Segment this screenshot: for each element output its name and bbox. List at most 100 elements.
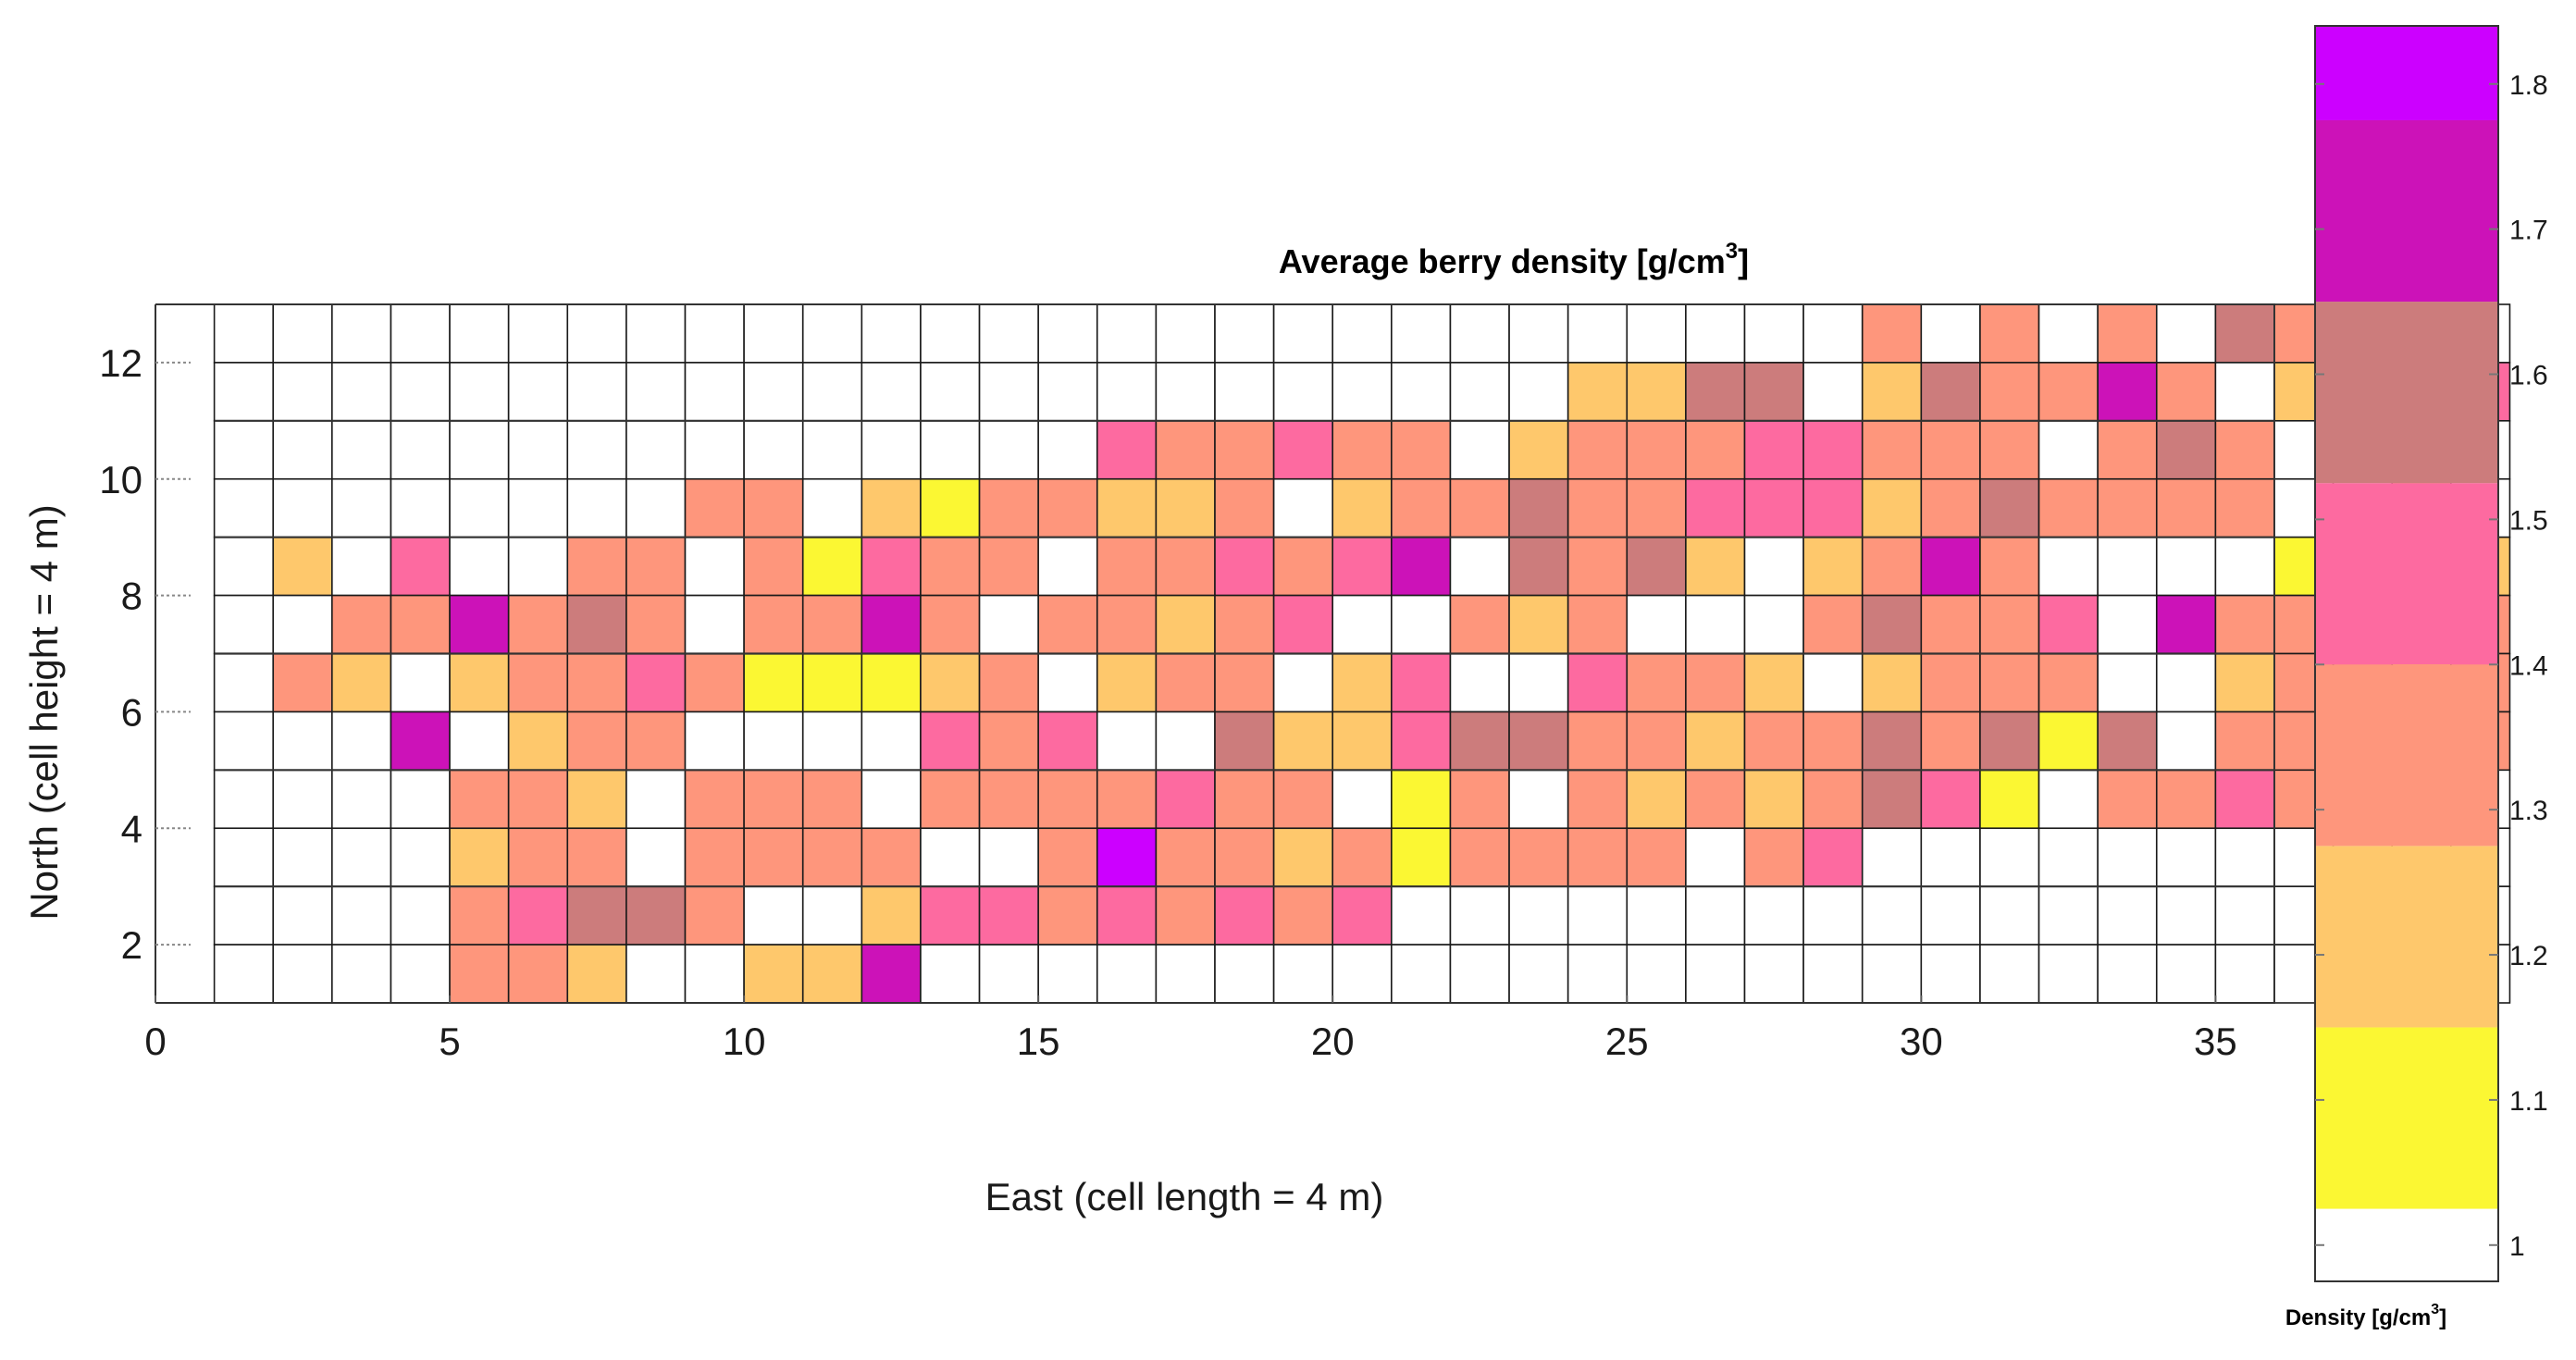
heatmap-cell [978,477,1039,538]
heatmap-cell [1508,536,1569,597]
heatmap-cell [2155,477,2217,538]
heatmap-cell [1449,477,1510,538]
heatmap-cell [2155,652,2217,713]
heatmap-cell [2097,769,2158,830]
heatmap-cell [1920,477,1981,538]
heatmap-cell [1685,652,1746,713]
heatmap-cell [684,303,745,364]
heatmap-cell [1272,362,1334,422]
heatmap-cell [1096,536,1158,597]
heatmap-cell [1861,536,1923,597]
heatmap-cell [390,944,451,1004]
heatmap-cell [1037,536,1098,597]
heatmap-cell [861,652,922,713]
heatmap-cell [1626,536,1687,597]
heatmap-cell [272,477,333,538]
heatmap-cell [566,362,627,422]
x-tick-label: 0 [144,1020,166,1063]
heatmap-cell [1979,769,2040,830]
heatmap-cell [1096,885,1158,946]
heatmap-cell [920,362,981,422]
heatmap-cell [625,711,687,772]
heatmap-cell [1096,303,1158,364]
heatmap-cell [2037,885,2099,946]
heatmap-cell [1508,594,1569,655]
heatmap-cell [390,711,451,772]
heatmap-cell [1743,652,1804,713]
heatmap-cell [1508,420,1569,480]
chart-title: Average berry density [g/cm3] [1279,239,1749,280]
heatmap-cell [861,362,922,422]
heatmap-cell [1155,944,1216,1004]
heatmap-cell [978,594,1039,655]
heatmap-cell [1037,420,1098,480]
heatmap-cell [449,362,510,422]
heatmap-cell [1037,885,1098,946]
heatmap-cell [272,769,333,830]
y-tick-label: 2 [121,923,142,967]
heatmap-cell [1096,477,1158,538]
colorbar-band [2315,119,2498,303]
x-tick-label: 20 [1311,1020,1355,1063]
colorbar-tick-label: 1.8 [2509,70,2548,101]
heatmap-cell [2037,827,2099,887]
heatmap-cell [2037,594,2099,655]
heatmap-cell [390,362,451,422]
heatmap-cell [1214,594,1275,655]
heatmap-cell [1155,769,1216,830]
heatmap-cell [1626,769,1687,830]
heatmap-cell [801,769,863,830]
heatmap-cell [2037,303,2099,364]
heatmap-cell [801,594,863,655]
colorbar-band [2315,302,2498,484]
heatmap-cell [2155,885,2217,946]
heatmap-cell [507,303,569,364]
colorbar-tick-label: 1.1 [2509,1086,2548,1117]
heatmap-cell [625,420,687,480]
heatmap-cell [920,827,981,887]
heatmap-cell [2214,594,2275,655]
heatmap-cell [1037,594,1098,655]
heatmap-cell [331,303,392,364]
heatmap-cell [566,711,627,772]
heatmap-cell [1155,420,1216,480]
heatmap-cell [1979,827,2040,887]
heatmap-cell [1214,477,1275,538]
heatmap-cell [920,652,981,713]
heatmap-cell [2214,536,2275,597]
heatmap-cell [625,303,687,364]
heatmap-cell [978,362,1039,422]
heatmap-cell [1626,711,1687,772]
heatmap-cell [1096,827,1158,887]
heatmap-cell [1037,827,1098,887]
colorbar-label: Density [g/cm3] [2285,1302,2446,1330]
colorbar-band [2315,664,2498,847]
heatmap-cell [1449,885,1510,946]
heatmap-cell [1449,944,1510,1004]
heatmap-cell [920,885,981,946]
heatmap-cell [1391,944,1452,1004]
heatmap-cell [625,536,687,597]
heatmap-cell [507,769,569,830]
colorbar-label-close: ] [2439,1305,2446,1330]
heatmap-cell [272,652,333,713]
heatmap-cell [861,536,922,597]
heatmap-cell [625,944,687,1004]
heatmap-cell [1331,362,1393,422]
heatmap-cell [684,827,745,887]
heatmap-cell [1449,536,1510,597]
heatmap-cell [566,594,627,655]
heatmap-cell [1096,594,1158,655]
heatmap-cell [1155,885,1216,946]
heatmap-cell [625,477,687,538]
heatmap-cell [1979,420,2040,480]
heatmap-cell [1391,827,1452,887]
heatmap-cell [1861,303,1923,364]
colorbar-band [2315,846,2498,1028]
heatmap-cell [1743,362,1804,422]
heatmap-cell [1214,885,1275,946]
heatmap-cell [1743,769,1804,830]
heatmap-cell [861,420,922,480]
heatmap-cell [1979,885,2040,946]
heatmap-cell [1214,711,1275,772]
